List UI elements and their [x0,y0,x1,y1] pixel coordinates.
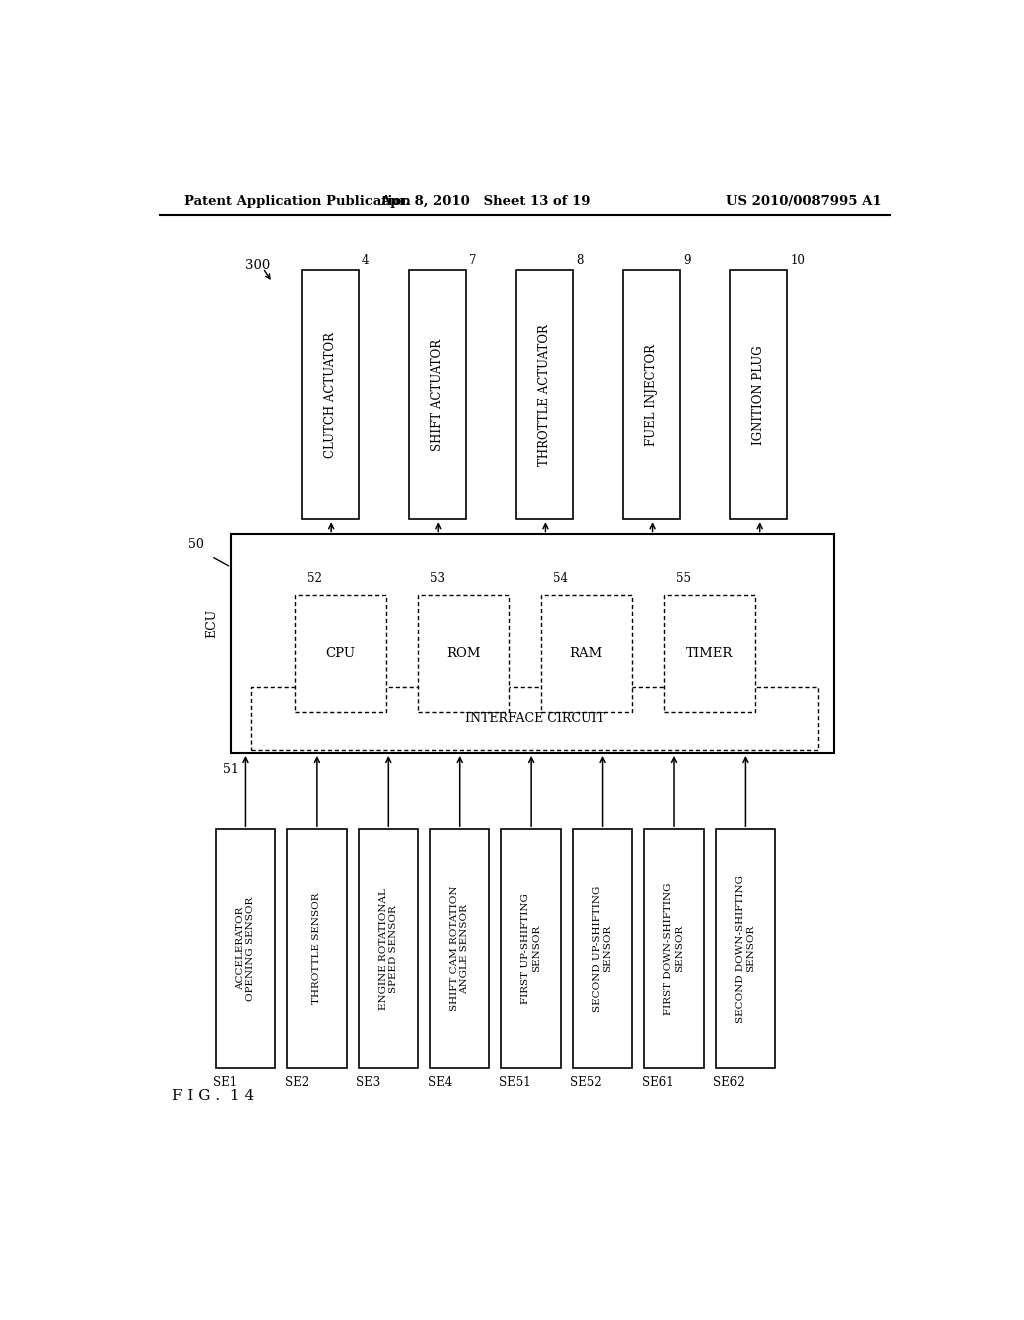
Text: 51: 51 [223,763,240,776]
Text: INTERFACE CIRCUIT: INTERFACE CIRCUIT [465,711,604,725]
Text: SHIFT CAM ROTATION
ANGLE SENSOR: SHIFT CAM ROTATION ANGLE SENSOR [450,886,469,1011]
Text: SE51: SE51 [499,1076,530,1089]
Bar [302,271,359,519]
Text: 50: 50 [187,539,204,552]
Text: FIRST UP-SHIFTING
SENSOR: FIRST UP-SHIFTING SENSOR [521,894,541,1005]
Text: ACCELERATOR
OPENING SENSOR: ACCELERATOR OPENING SENSOR [236,896,255,1001]
Text: ROM: ROM [446,647,480,660]
Bar [516,271,573,519]
Text: 55: 55 [676,573,690,585]
Text: SE61: SE61 [642,1076,674,1089]
Bar [572,829,633,1068]
Bar [418,595,509,713]
Bar [502,829,561,1068]
Text: FIRST DOWN-SHIFTING
SENSOR: FIRST DOWN-SHIFTING SENSOR [665,882,684,1015]
Text: Apr. 8, 2010   Sheet 13 of 19: Apr. 8, 2010 Sheet 13 of 19 [380,194,591,207]
Bar [644,829,703,1068]
Text: 10: 10 [791,255,806,267]
Text: SE1: SE1 [213,1076,238,1089]
Bar [624,271,680,519]
Bar [287,829,347,1068]
Text: SECOND UP-SHIFTING
SENSOR: SECOND UP-SHIFTING SENSOR [593,886,612,1012]
Text: 300: 300 [246,259,270,272]
Bar [295,595,386,713]
Bar [358,829,418,1068]
Text: SE4: SE4 [428,1076,452,1089]
Text: SE52: SE52 [570,1076,602,1089]
Text: IGNITION PLUG: IGNITION PLUG [753,345,765,445]
Text: 53: 53 [430,573,444,585]
Text: SE2: SE2 [285,1076,309,1089]
Text: 7: 7 [469,255,477,267]
Text: 8: 8 [577,255,584,267]
Text: RAM: RAM [569,647,603,660]
Text: FUEL INJECTOR: FUEL INJECTOR [645,343,658,446]
Bar [664,595,755,713]
Text: CLUTCH ACTUATOR: CLUTCH ACTUATOR [324,331,337,458]
Bar [430,829,489,1068]
Text: SHIFT ACTUATOR: SHIFT ACTUATOR [431,339,444,450]
Bar [730,271,787,519]
Text: ECU: ECU [205,609,218,638]
Text: 4: 4 [362,255,370,267]
Text: CPU: CPU [326,647,355,660]
Bar [541,595,632,713]
Bar [251,686,818,750]
Bar [716,829,775,1068]
Bar [409,271,466,519]
Bar [231,535,835,752]
Text: SE3: SE3 [356,1076,380,1089]
Text: THROTTLE SENSOR: THROTTLE SENSOR [312,892,322,1005]
Text: SE62: SE62 [714,1076,744,1089]
Text: F I G .  1 4: F I G . 1 4 [172,1089,254,1102]
Text: US 2010/0087995 A1: US 2010/0087995 A1 [726,194,882,207]
Text: 52: 52 [306,573,322,585]
Text: 54: 54 [553,573,567,585]
Text: THROTTLE ACTUATOR: THROTTLE ACTUATOR [539,323,551,466]
Text: SECOND DOWN-SHIFTING
SENSOR: SECOND DOWN-SHIFTING SENSOR [735,875,755,1023]
Text: Patent Application Publication: Patent Application Publication [183,194,411,207]
Bar [216,829,275,1068]
Text: TIMER: TIMER [686,647,733,660]
Text: ENGINE ROTATIONAL
SPEED SENSOR: ENGINE ROTATIONAL SPEED SENSOR [379,888,398,1010]
Text: 9: 9 [684,255,691,267]
